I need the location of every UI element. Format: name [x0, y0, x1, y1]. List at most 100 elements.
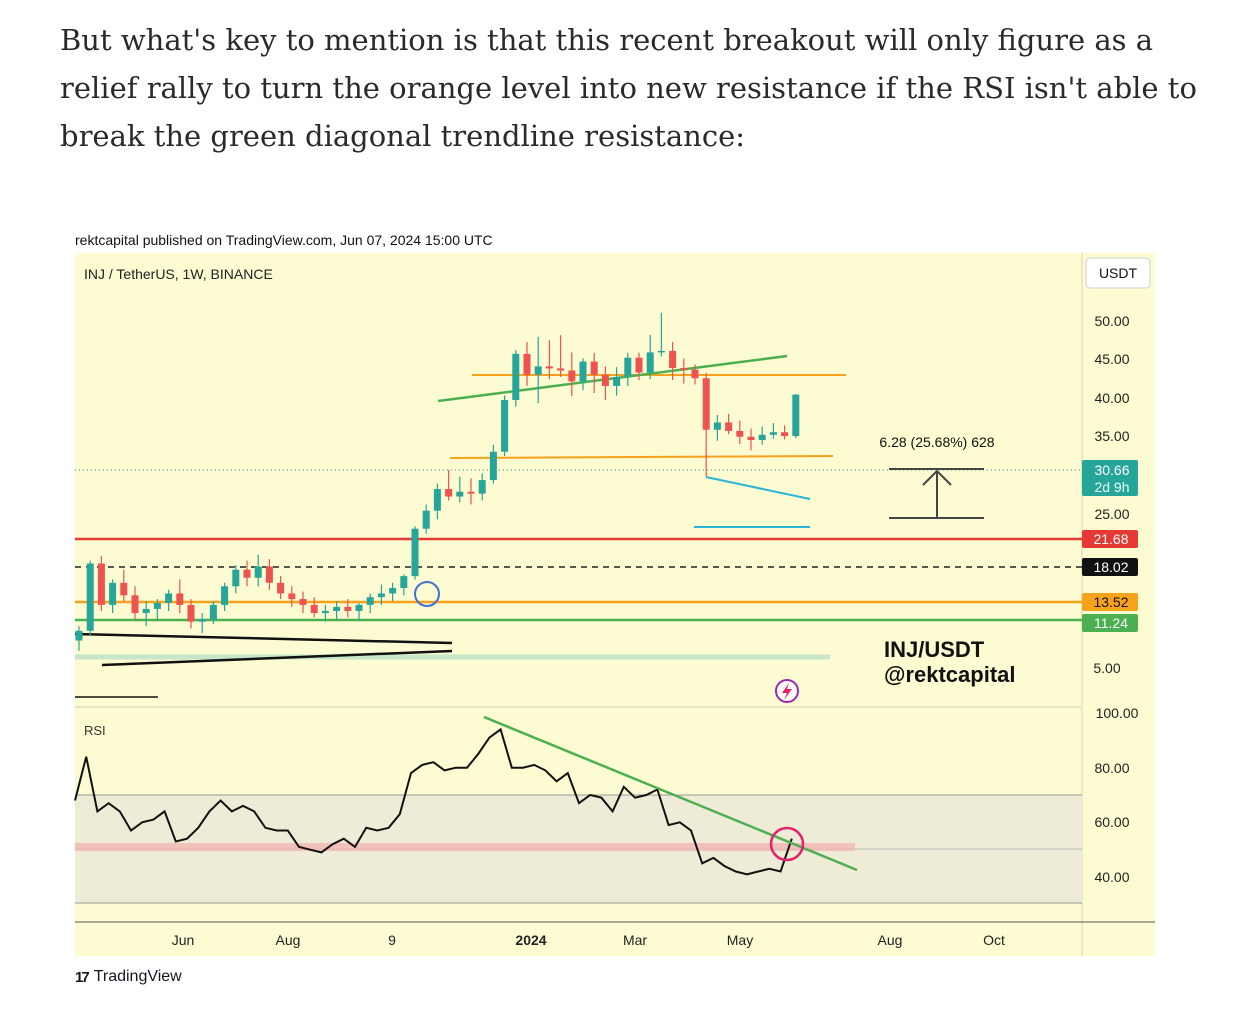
candle-body [187, 604, 195, 622]
candle-body [590, 361, 598, 375]
price-tick: 45.00 [1094, 351, 1129, 367]
watermark-pair: INJ/USDT [884, 637, 985, 662]
candle-body [769, 432, 777, 435]
publish-line: rektcapital published on TradingView.com… [75, 232, 493, 248]
candle-body [646, 352, 654, 373]
candle-body [467, 491, 475, 494]
candle-body [321, 610, 329, 614]
candle-body [713, 422, 721, 430]
candle-body [209, 604, 217, 620]
rsi-label: RSI [84, 723, 106, 738]
candle-body [523, 353, 531, 375]
candle-body [725, 422, 733, 431]
candle-body [601, 374, 609, 386]
candle-body [792, 394, 800, 437]
candle-body [97, 563, 105, 605]
candle-body [165, 593, 173, 603]
time-tick: Jun [172, 932, 195, 948]
rsi-support-zone [75, 843, 855, 851]
candle-body [120, 582, 128, 596]
candle-body [198, 619, 206, 622]
time-tick: 9 [388, 932, 396, 948]
dashed-level-badge: 18.02 [1082, 558, 1138, 576]
tradingview-logo-text: TradingView [93, 968, 182, 985]
watermark-handle: @rektcapital [884, 662, 1016, 687]
time-tick: 2024 [515, 932, 546, 948]
orange-level-value: 13.52 [1093, 594, 1128, 610]
candle-body [579, 361, 587, 382]
rsi-trendline [483, 715, 858, 872]
candle-body [344, 606, 352, 611]
currency-label: USDT [1099, 265, 1138, 281]
red-level-value: 21.68 [1093, 531, 1128, 547]
time-tick: Aug [878, 932, 903, 948]
candle-body [456, 491, 464, 497]
red-level-badge: 21.68 [1082, 530, 1138, 548]
rsi-tick: 100.00 [1096, 705, 1139, 721]
candle-body [478, 480, 486, 494]
candle-body [781, 432, 789, 437]
price-tick: 50.00 [1094, 313, 1129, 329]
dashed-level-value: 18.02 [1093, 559, 1128, 575]
candle-body [142, 608, 150, 614]
candle-body [534, 366, 542, 375]
tradingview-logo-mark: 17 [75, 968, 90, 986]
time-axis: Jun Aug 9 2024 Mar May Aug Oct [172, 932, 1005, 948]
candle-body [501, 400, 509, 452]
flag-upper-line [705, 476, 811, 500]
current-price-badge: 30.66 2d 9h [1082, 460, 1138, 496]
top-green-trendline [437, 354, 788, 403]
candle-body [400, 576, 408, 589]
candle-body [355, 604, 363, 611]
candles-group [75, 312, 800, 651]
price-tick: 5.00 [1093, 660, 1120, 676]
price-axis: 50.00 45.00 40.00 35.00 25.00 5.00 [1093, 313, 1129, 676]
article-paragraph: But what's key to mention is that this r… [60, 23, 1197, 153]
time-tick: Aug [276, 932, 301, 948]
candle-body [445, 488, 453, 497]
time-tick: Mar [623, 932, 647, 948]
candle-body [299, 599, 307, 605]
candle-body [389, 588, 397, 594]
candle-body [176, 593, 184, 605]
candle-body [366, 597, 374, 605]
price-tick: 25.00 [1094, 506, 1129, 522]
price-tick: 40.00 [1094, 390, 1129, 406]
rsi-tick: 60.00 [1094, 814, 1129, 830]
green-level-value: 11.24 [1094, 615, 1128, 631]
measure-arrow-head [922, 469, 952, 486]
lightning-icon[interactable] [775, 679, 799, 703]
candle-body [613, 376, 621, 386]
candle-body [512, 353, 520, 401]
candle-body [635, 357, 643, 373]
time-tick: Oct [983, 932, 1005, 948]
green-level-badge: 11.24 [1082, 614, 1138, 632]
currency-button[interactable] [1085, 257, 1151, 289]
candle-body [747, 436, 755, 441]
time-tick: May [727, 932, 753, 948]
candle-body [691, 369, 699, 379]
candle-body [333, 606, 341, 611]
candle-body [702, 378, 710, 430]
lower-range-line [449, 455, 834, 459]
candle-body [624, 357, 632, 377]
current-price-countdown: 2d 9h [1094, 479, 1129, 495]
breakout-circle-marker [414, 581, 440, 607]
candle-body [657, 350, 665, 353]
chart-title: INJ / TetherUS, 1W, BINANCE [84, 266, 273, 282]
candle-body [75, 630, 83, 641]
current-price-value: 30.66 [1094, 462, 1129, 478]
measure-label: 6.28 (25.68%) 628 [879, 434, 994, 450]
candle-body [411, 528, 419, 577]
candle-body [422, 510, 430, 529]
rsi-tick: 40.00 [1094, 869, 1129, 885]
candle-body [545, 366, 553, 369]
consolidation-upper-line [74, 632, 453, 645]
candle-body [669, 350, 677, 369]
rsi-axis: 100.00 80.00 60.00 40.00 [1094, 705, 1138, 885]
tradingview-logo[interactable]: 17 TradingView [75, 968, 182, 986]
candle-body [310, 604, 318, 614]
candle-body [758, 434, 766, 441]
orange-level-badge: 13.52 [1082, 593, 1138, 611]
